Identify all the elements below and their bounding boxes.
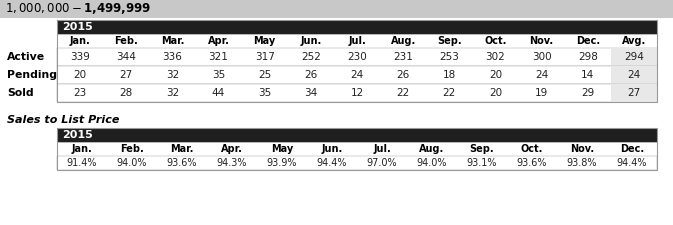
Text: 27: 27 (627, 88, 641, 98)
Text: Jan.: Jan. (70, 36, 90, 46)
Text: 302: 302 (486, 52, 505, 62)
Text: 97.0%: 97.0% (367, 158, 397, 168)
Text: 34: 34 (304, 88, 318, 98)
Text: 93.6%: 93.6% (517, 158, 547, 168)
Text: Jun.: Jun. (300, 36, 322, 46)
Text: 253: 253 (439, 52, 459, 62)
Text: Sales to List Price: Sales to List Price (7, 115, 119, 125)
Text: 26: 26 (396, 70, 410, 80)
Text: 93.9%: 93.9% (267, 158, 297, 168)
Text: 20: 20 (489, 88, 502, 98)
Text: 94.3%: 94.3% (217, 158, 247, 168)
Text: 20: 20 (73, 70, 87, 80)
Text: Oct.: Oct. (485, 36, 507, 46)
Text: Aug.: Aug. (390, 36, 416, 46)
Text: 25: 25 (258, 70, 271, 80)
Text: 321: 321 (209, 52, 228, 62)
Text: 27: 27 (120, 70, 133, 80)
FancyBboxPatch shape (611, 66, 657, 84)
Text: 26: 26 (304, 70, 318, 80)
FancyBboxPatch shape (611, 84, 657, 102)
Text: Sep.: Sep. (437, 36, 462, 46)
Text: 300: 300 (532, 52, 551, 62)
Text: 93.6%: 93.6% (167, 158, 197, 168)
Text: 24: 24 (351, 70, 363, 80)
FancyBboxPatch shape (611, 48, 657, 66)
Text: May: May (271, 144, 293, 154)
Text: 24: 24 (535, 70, 548, 80)
Text: 230: 230 (347, 52, 367, 62)
Text: Sold: Sold (7, 88, 34, 98)
Text: Jul.: Jul. (373, 144, 391, 154)
Text: Oct.: Oct. (521, 144, 543, 154)
Text: Nov.: Nov. (530, 36, 554, 46)
Text: 18: 18 (443, 70, 456, 80)
Text: 2015: 2015 (62, 22, 93, 32)
Text: 32: 32 (166, 70, 179, 80)
FancyBboxPatch shape (57, 66, 657, 84)
Text: Sep.: Sep. (470, 144, 494, 154)
Text: 24: 24 (627, 70, 641, 80)
Text: Dec.: Dec. (620, 144, 644, 154)
Text: Jun.: Jun. (322, 144, 343, 154)
FancyBboxPatch shape (57, 142, 657, 156)
Text: Feb.: Feb. (120, 144, 144, 154)
Text: Apr.: Apr. (207, 36, 229, 46)
Text: 94.0%: 94.0% (116, 158, 147, 168)
Text: Nov.: Nov. (570, 144, 594, 154)
Text: Active: Active (7, 52, 45, 62)
Text: 231: 231 (393, 52, 413, 62)
Text: 294: 294 (624, 52, 644, 62)
Text: Mar.: Mar. (161, 36, 184, 46)
Text: Feb.: Feb. (114, 36, 138, 46)
Text: Aug.: Aug. (419, 144, 445, 154)
Text: Jan.: Jan. (71, 144, 92, 154)
Text: 44: 44 (212, 88, 225, 98)
Text: Mar.: Mar. (170, 144, 194, 154)
Text: 22: 22 (396, 88, 410, 98)
Text: 12: 12 (351, 88, 363, 98)
FancyBboxPatch shape (0, 0, 673, 18)
Text: 19: 19 (535, 88, 548, 98)
FancyBboxPatch shape (57, 48, 657, 66)
Text: Pending: Pending (7, 70, 57, 80)
Text: 317: 317 (255, 52, 275, 62)
FancyBboxPatch shape (57, 84, 657, 102)
Text: 32: 32 (166, 88, 179, 98)
Text: 94.4%: 94.4% (317, 158, 347, 168)
Text: 93.1%: 93.1% (467, 158, 497, 168)
Text: 22: 22 (443, 88, 456, 98)
Text: 2015: 2015 (62, 130, 93, 140)
Text: 29: 29 (581, 88, 594, 98)
Text: 28: 28 (120, 88, 133, 98)
Text: 23: 23 (73, 88, 87, 98)
Text: 35: 35 (212, 70, 225, 80)
Text: May: May (254, 36, 276, 46)
Text: 298: 298 (578, 52, 598, 62)
Text: 35: 35 (258, 88, 271, 98)
Text: Dec.: Dec. (575, 36, 600, 46)
FancyBboxPatch shape (57, 128, 657, 142)
Text: 94.0%: 94.0% (417, 158, 448, 168)
FancyBboxPatch shape (57, 20, 657, 34)
Text: Apr.: Apr. (221, 144, 243, 154)
Text: 252: 252 (301, 52, 321, 62)
Text: 14: 14 (581, 70, 594, 80)
Text: 344: 344 (116, 52, 136, 62)
Text: 336: 336 (162, 52, 182, 62)
Text: 20: 20 (489, 70, 502, 80)
Text: 93.8%: 93.8% (567, 158, 597, 168)
Text: Jul.: Jul. (348, 36, 366, 46)
FancyBboxPatch shape (57, 156, 657, 170)
Text: $1,000,000 - $1,499,999: $1,000,000 - $1,499,999 (5, 2, 151, 16)
Text: 91.4%: 91.4% (67, 158, 98, 168)
Text: Avg.: Avg. (622, 36, 646, 46)
FancyBboxPatch shape (57, 34, 657, 48)
Text: 339: 339 (70, 52, 90, 62)
Text: 94.4%: 94.4% (616, 158, 647, 168)
